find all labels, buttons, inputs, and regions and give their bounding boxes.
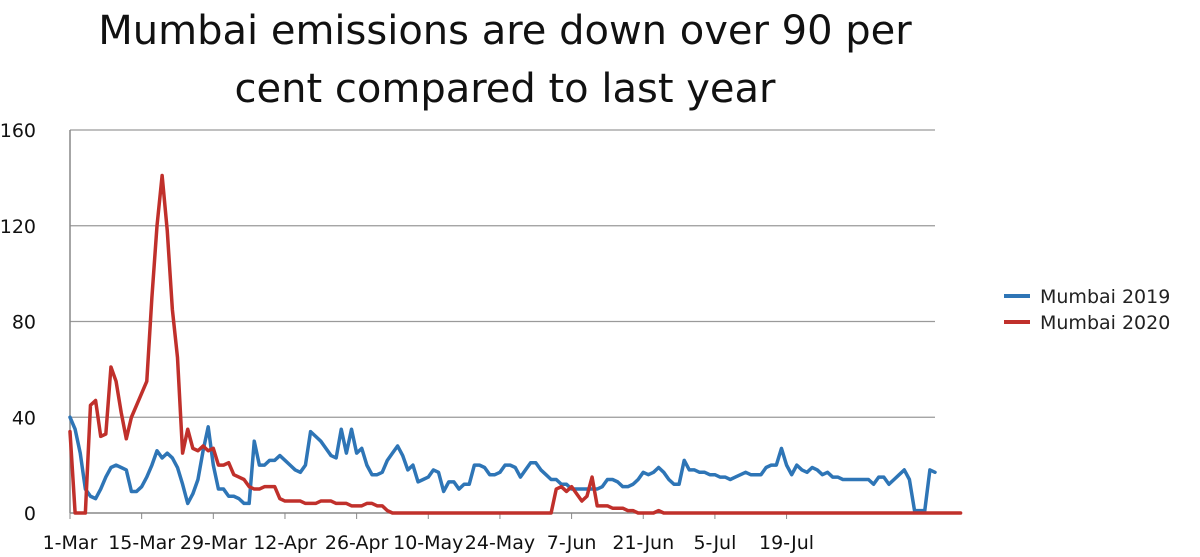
x-tick-label: 24-May bbox=[465, 532, 535, 554]
x-tick-label: 21-Jun bbox=[612, 532, 674, 554]
x-tick-label: 12-Apr bbox=[253, 532, 317, 554]
x-tick-label: 10-May bbox=[393, 532, 463, 554]
x-tick-label: 1-Mar bbox=[43, 532, 98, 554]
x-tick-label: 26-Apr bbox=[325, 532, 389, 554]
x-tick-label: 15-Mar bbox=[108, 532, 175, 554]
series-line-2 bbox=[68, 173, 963, 515]
y-tick-label: 160 bbox=[0, 120, 36, 142]
y-tick-label: 120 bbox=[0, 216, 36, 238]
x-tick-label: 29-Mar bbox=[180, 532, 247, 554]
chart-title-line-2: cent compared to last year bbox=[234, 66, 776, 112]
legend-label-1: Mumbai 2019 bbox=[1040, 286, 1170, 308]
y-tick-label: 40 bbox=[12, 407, 36, 429]
series-line-1 bbox=[68, 415, 937, 513]
x-tick-label: 5-Jul bbox=[693, 532, 736, 554]
y-tick-label: 80 bbox=[12, 312, 36, 334]
y-tick-label: 0 bbox=[24, 503, 36, 525]
legend-label-2: Mumbai 2020 bbox=[1040, 312, 1170, 334]
x-tick-label: 19-Jul bbox=[759, 532, 814, 554]
chart-title: Mumbai emissions are down over 90 per ce… bbox=[0, 2, 1010, 118]
x-tick-label: 7-Jun bbox=[547, 532, 597, 554]
chart-title-line-1: Mumbai emissions are down over 90 per bbox=[98, 8, 912, 54]
